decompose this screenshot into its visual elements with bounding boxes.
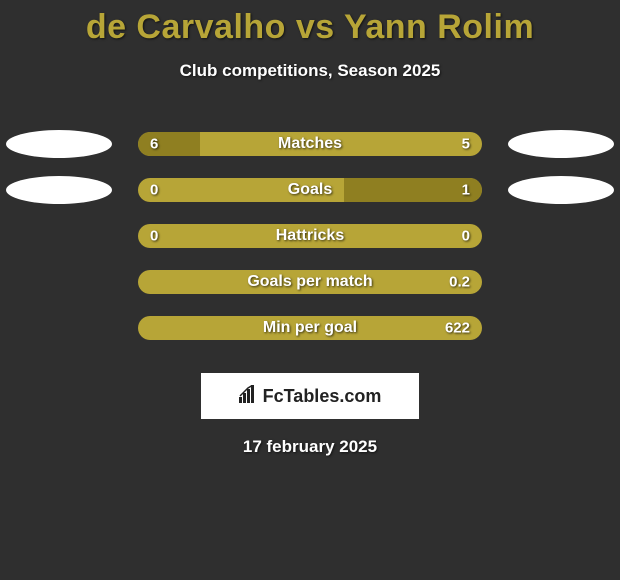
bar-fill-left (138, 132, 200, 156)
player-avatar-right (508, 176, 614, 204)
stat-row: Hattricks0 0 (0, 213, 620, 259)
stat-value-right: 5 (462, 136, 470, 153)
brand-logo: FcTables.com (201, 373, 419, 419)
stat-row: Goals01 (0, 167, 620, 213)
stat-label: Min per goal (138, 319, 482, 337)
bar-chart-icon (239, 385, 259, 408)
stat-bar: Min per goal622 (138, 316, 482, 340)
subtitle: Club competitions, Season 2025 (0, 61, 620, 81)
bar-fill-right (344, 178, 482, 202)
player-avatar-left (6, 176, 112, 204)
chart-date: 17 february 2025 (0, 437, 620, 457)
stat-row: Matches65 (0, 121, 620, 167)
stat-bar: Goals01 (138, 178, 482, 202)
comparison-chart: Matches65Goals01Hattricks00Goals per mat… (0, 121, 620, 351)
stat-bar: Matches65 (138, 132, 482, 156)
stat-value-right: 0 (462, 228, 470, 245)
player-avatar-left (6, 130, 112, 158)
stat-row: Goals per match0.2 (0, 259, 620, 305)
stat-value-left: 0 (150, 182, 158, 199)
stat-bar: Hattricks0 0 (138, 224, 482, 248)
page-title: de Carvalho vs Yann Rolim (0, 0, 620, 47)
stat-label: Hattricks (138, 227, 482, 245)
stat-row: Min per goal622 (0, 305, 620, 351)
stat-value-left: 0 (150, 228, 158, 245)
stat-value-right: 0.2 (449, 274, 470, 291)
stat-bar: Goals per match0.2 (138, 270, 482, 294)
stat-value-right: 622 (445, 320, 470, 337)
player-avatar-right (508, 130, 614, 158)
stat-label: Goals per match (138, 273, 482, 291)
brand-text: FcTables.com (263, 386, 382, 407)
